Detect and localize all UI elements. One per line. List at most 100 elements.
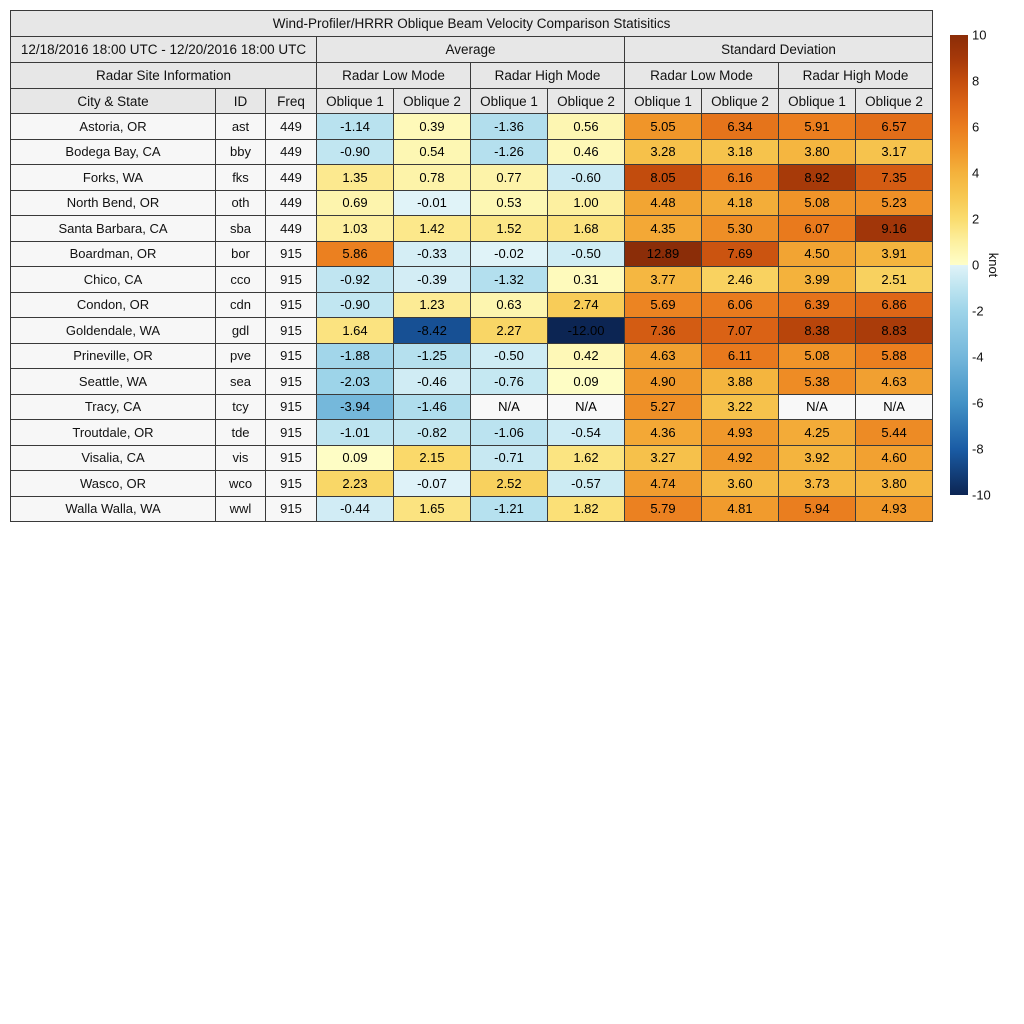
value-cell: 6.11 [701, 342, 779, 369]
table-body: Astoria, OR ast 449 -1.14 0.39 -1.36 0.56 5.05 6… [10, 113, 934, 522]
value-cell: 5.27 [624, 393, 702, 420]
colorbar-tick-label: -10 [972, 487, 991, 503]
value-cell: 4.81 [701, 495, 779, 522]
value-cell: -1.21 [470, 495, 548, 522]
table-row: Wasco, OR wco 915 2.23 -0.07 2.52 -0.57 4.74 3.6… [10, 470, 934, 497]
freq-cell: 915 [265, 368, 317, 395]
table-row: Walla Walla, WA wwl 915 -0.44 1.65 -1.21 1.82 5… [10, 495, 934, 522]
value-cell: 5.86 [316, 240, 394, 267]
value-cell: 4.48 [624, 189, 702, 216]
value-cell: 8.83 [854, 317, 934, 344]
value-cell: -1.01 [316, 419, 394, 446]
colorbar-tick-label: 8 [972, 73, 980, 89]
id-cell: cdn [215, 291, 266, 318]
col-header-avg-low-oblique-1: Oblique 1 [316, 88, 394, 114]
table-row: Condon, OR cdn 915 -0.90 1.23 0.63 2.74 5.69 6.0… [10, 291, 934, 318]
table-row: Chico, CA cco 915 -0.92 -0.39 -1.32 0.31 3.77 2.… [10, 266, 934, 293]
value-cell: 8.92 [778, 164, 856, 191]
freq-cell: 915 [265, 470, 317, 497]
value-cell: 0.42 [547, 342, 625, 369]
value-cell: 3.22 [701, 393, 779, 420]
id-cell: wco [215, 470, 266, 497]
value-cell: -0.76 [470, 368, 548, 395]
value-cell: 1.23 [393, 291, 471, 318]
value-cell: -0.50 [470, 342, 548, 369]
colorbar-tick-label: -6 [972, 395, 984, 411]
table-row: Seattle, WA sea 915 -2.03 -0.46 -0.76 0.09 4.90… [10, 368, 934, 395]
value-cell: 3.80 [778, 138, 856, 165]
value-cell: N/A [470, 393, 548, 420]
value-cell: 2.52 [470, 470, 548, 497]
col-header-id: ID [215, 88, 266, 114]
colorbar [950, 35, 968, 495]
value-cell: 8.38 [778, 317, 856, 344]
value-cell: -1.36 [470, 113, 548, 140]
id-cell: gdl [215, 317, 266, 344]
value-cell: 3.88 [701, 368, 779, 395]
value-cell: 2.74 [547, 291, 625, 318]
value-cell: 4.35 [624, 215, 702, 242]
freq-cell: 449 [265, 113, 317, 140]
value-cell: 9.16 [854, 215, 934, 242]
value-cell: 5.08 [778, 342, 856, 369]
group-standard-deviation: Standard Deviation [623, 36, 934, 63]
value-cell: 3.92 [778, 444, 856, 471]
colorbar-tick-label: -4 [972, 349, 984, 365]
value-cell: 5.79 [624, 495, 702, 522]
value-cell: 0.31 [547, 266, 625, 293]
city-cell: Seattle, WA [10, 368, 216, 395]
freq-cell: 915 [265, 393, 317, 420]
value-cell: 4.36 [624, 419, 702, 446]
table-row: Astoria, OR ast 449 -1.14 0.39 -1.36 0.56 5.05 6… [10, 113, 934, 140]
value-cell: 0.77 [470, 164, 548, 191]
value-cell: -3.94 [316, 393, 394, 420]
value-cell: 7.07 [701, 317, 779, 344]
value-cell: 4.50 [778, 240, 856, 267]
value-cell: -1.46 [393, 393, 471, 420]
value-cell: 2.15 [393, 444, 471, 471]
value-cell: 0.39 [393, 113, 471, 140]
freq-cell: 915 [265, 291, 317, 318]
value-cell: 1.82 [547, 495, 625, 522]
id-cell: pve [215, 342, 266, 369]
value-cell: 4.92 [701, 444, 779, 471]
freq-cell: 915 [265, 317, 317, 344]
group-average: Average [316, 36, 625, 63]
value-cell: 5.38 [778, 368, 856, 395]
table-row: Troutdale, OR tde 915 -1.01 -0.82 -1.06 -0.54 4… [10, 419, 934, 446]
value-cell: 1.65 [393, 495, 471, 522]
value-cell: -0.82 [393, 419, 471, 446]
value-cell: 4.60 [854, 444, 934, 471]
value-cell: -0.33 [393, 240, 471, 267]
value-cell: -12.00 [547, 317, 625, 344]
value-cell: 6.39 [778, 291, 856, 318]
city-cell: Santa Barbara, CA [10, 215, 216, 242]
value-cell: 2.51 [854, 266, 934, 293]
value-cell: 4.93 [701, 419, 779, 446]
value-cell: 3.17 [854, 138, 934, 165]
colorbar-tick-label: 10 [972, 27, 987, 43]
value-cell: 1.62 [547, 444, 625, 471]
value-cell: -0.90 [316, 291, 394, 318]
value-cell: -0.90 [316, 138, 394, 165]
value-cell: -1.14 [316, 113, 394, 140]
value-cell: 6.16 [701, 164, 779, 191]
group-sd-radar-low-mode: Radar Low Mode [624, 62, 779, 89]
colorbar-axis-label: knot [986, 252, 1001, 278]
value-cell: 6.57 [854, 113, 934, 140]
city-cell: Chico, CA [10, 266, 216, 293]
value-cell: 4.74 [624, 470, 702, 497]
value-cell: 1.42 [393, 215, 471, 242]
id-cell: tcy [215, 393, 266, 420]
col-header-freq: Freq [265, 88, 317, 114]
value-cell: 4.63 [624, 342, 702, 369]
value-cell: -0.60 [547, 164, 625, 191]
value-cell: 3.91 [854, 240, 934, 267]
value-cell: 0.53 [470, 189, 548, 216]
id-cell: oth [215, 189, 266, 216]
value-cell: 4.93 [854, 495, 934, 522]
freq-cell: 915 [265, 342, 317, 369]
value-cell: 4.90 [624, 368, 702, 395]
table-row: Forks, WA fks 449 1.35 0.78 0.77 -0.60 8.05 6.16… [10, 164, 934, 191]
value-cell: 3.18 [701, 138, 779, 165]
